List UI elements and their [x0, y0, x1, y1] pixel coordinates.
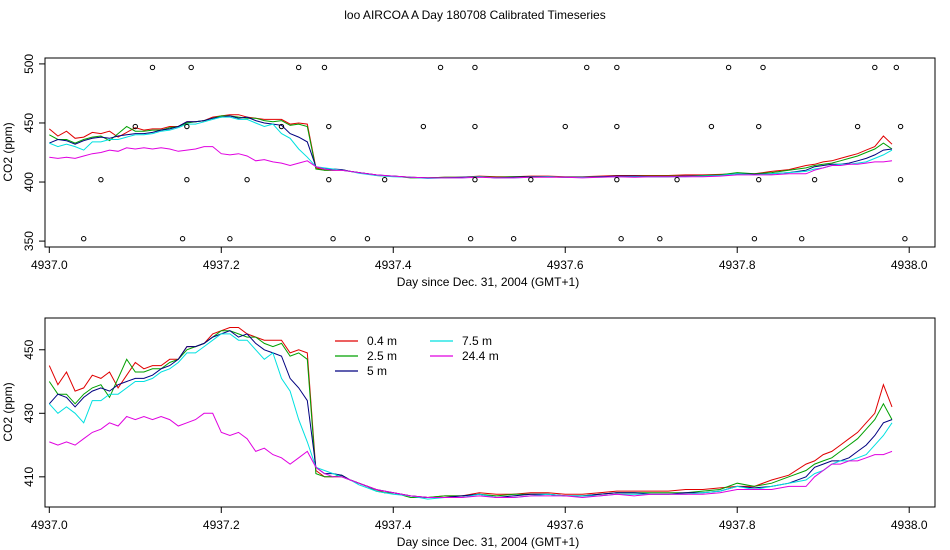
top-scatter-point [184, 176, 190, 183]
bottom-series-line-24-4-m [49, 412, 893, 499]
top-scatter-point [381, 176, 388, 183]
top-scatter-point [811, 176, 818, 183]
top-scatter-point [854, 123, 861, 130]
top-scatter-point [897, 123, 904, 130]
top-series-line-5-m [49, 115, 893, 179]
top-scatter-point [132, 123, 138, 130]
bottom-x-tick-label: 4937.4 [375, 518, 412, 532]
top-scatter-point [708, 123, 715, 130]
top-scatter-point [98, 176, 104, 183]
top-scatter-point [295, 64, 302, 71]
top-scatter-point [326, 123, 332, 130]
top-y-tick-label: 400 [22, 172, 36, 192]
top-scatter-point [614, 123, 620, 130]
top-scatter-point [799, 236, 805, 242]
top-scatter-point [751, 236, 758, 242]
top-scatter-point [872, 64, 878, 71]
top-scatter-point [902, 236, 908, 242]
top-scatter-point [725, 64, 732, 71]
top-y-tick-label: 450 [22, 113, 36, 133]
bottom-x-tick-label: 4937.0 [31, 518, 68, 532]
legend-label: 5 m [367, 364, 387, 378]
top-scatter-point [420, 123, 427, 130]
top-scatter-point [364, 236, 371, 242]
top-series-line-7-5-m [49, 116, 893, 180]
top-series-line-2-5-m [49, 115, 893, 179]
legend-label: 24.4 m [462, 349, 499, 363]
top-scatter-point [674, 176, 680, 183]
bottom-y-tick-label: 450 [22, 339, 36, 359]
top-scatter-point [756, 176, 762, 183]
top-y-tick-label: 500 [22, 54, 36, 74]
legend-label: 2.5 m [367, 349, 397, 363]
top-scatter-point [321, 64, 328, 71]
top-x-tick-label: 4937.4 [375, 258, 412, 272]
top-panel-y-axis-label: CO2 (ppm) [1, 122, 15, 181]
top-scatter-point [179, 236, 186, 242]
top-x-tick-label: 4937.8 [719, 258, 756, 272]
top-scatter-point [326, 176, 332, 183]
top-scatter-point [614, 176, 620, 183]
top-series-line-0-4-m [48, 114, 893, 179]
top-scatter-point [760, 64, 766, 71]
top-x-tick-label: 4937.0 [31, 258, 68, 272]
top-scatter-point [584, 64, 590, 71]
bottom-y-tick-label: 410 [22, 466, 36, 486]
top-x-tick-label: 4937.6 [547, 258, 584, 272]
top-scatter-point [897, 176, 904, 183]
top-x-tick-label: 4937.2 [203, 258, 240, 272]
top-scatter-point [618, 236, 624, 242]
top-scatter-point [149, 64, 156, 71]
bottom-x-tick-label: 4937.2 [203, 518, 240, 532]
bottom-panel: 4937.0 4937.2 4937.4 4937.6 4937.8 4938.0 410 4… [22, 317, 936, 532]
top-scatter-point [756, 123, 762, 130]
bottom-x-tick-label: 4937.8 [719, 518, 756, 532]
top-scatter-point [437, 64, 444, 71]
top-scatter-point [184, 123, 190, 130]
top-scatter-point [244, 176, 250, 183]
top-x-tick-label: 4938.0 [891, 258, 928, 272]
bottom-panel-x-axis-label: Day since Dec. 31, 2004 (GMT+1) [397, 535, 579, 549]
top-scatter-point [472, 123, 478, 130]
bottom-x-tick-label: 4938.0 [891, 518, 928, 532]
top-series-line-24-4-m [49, 146, 893, 179]
legend: 0.4 m2.5 m5 m 7.5 m24.4 m [335, 334, 499, 378]
top-scatter-point [278, 123, 285, 130]
top-scatter-point [227, 236, 233, 242]
top-scatter-point [472, 64, 478, 71]
top-plot-frame [44, 57, 936, 248]
top-scatter-point [330, 236, 336, 242]
top-scatter-point [528, 176, 534, 183]
bottom-plot-frame [44, 317, 936, 508]
bottom-panel-y-axis-label: CO2 (ppm) [1, 382, 15, 441]
bottom-series-line-7-5-m [48, 333, 893, 500]
chart-title: loo AIRCOA A Day 180708 Calibrated Times… [344, 8, 605, 22]
top-scatter-point [510, 236, 517, 242]
top-scatter-point [562, 123, 568, 130]
top-scatter-point [893, 64, 900, 71]
top-scatter-point [614, 64, 620, 71]
top-scatter-point [467, 236, 474, 242]
top-panel-x-axis-label: Day since Dec. 31, 2004 (GMT+1) [397, 275, 579, 289]
top-scatter-point [80, 236, 87, 242]
top-y-tick-label: 350 [22, 231, 36, 251]
legend-label: 7.5 m [462, 334, 492, 348]
top-scatter-point [472, 176, 478, 183]
top-panel: 4937.0 4937.2 4937.4 4937.6 4937.8 4938.0 350 4… [22, 54, 936, 272]
legend-label: 0.4 m [367, 334, 397, 348]
top-scatter-point [188, 64, 194, 71]
top-scatter-point [657, 236, 663, 242]
bottom-y-tick-label: 430 [22, 403, 36, 423]
bottom-x-tick-label: 4937.6 [547, 518, 584, 532]
